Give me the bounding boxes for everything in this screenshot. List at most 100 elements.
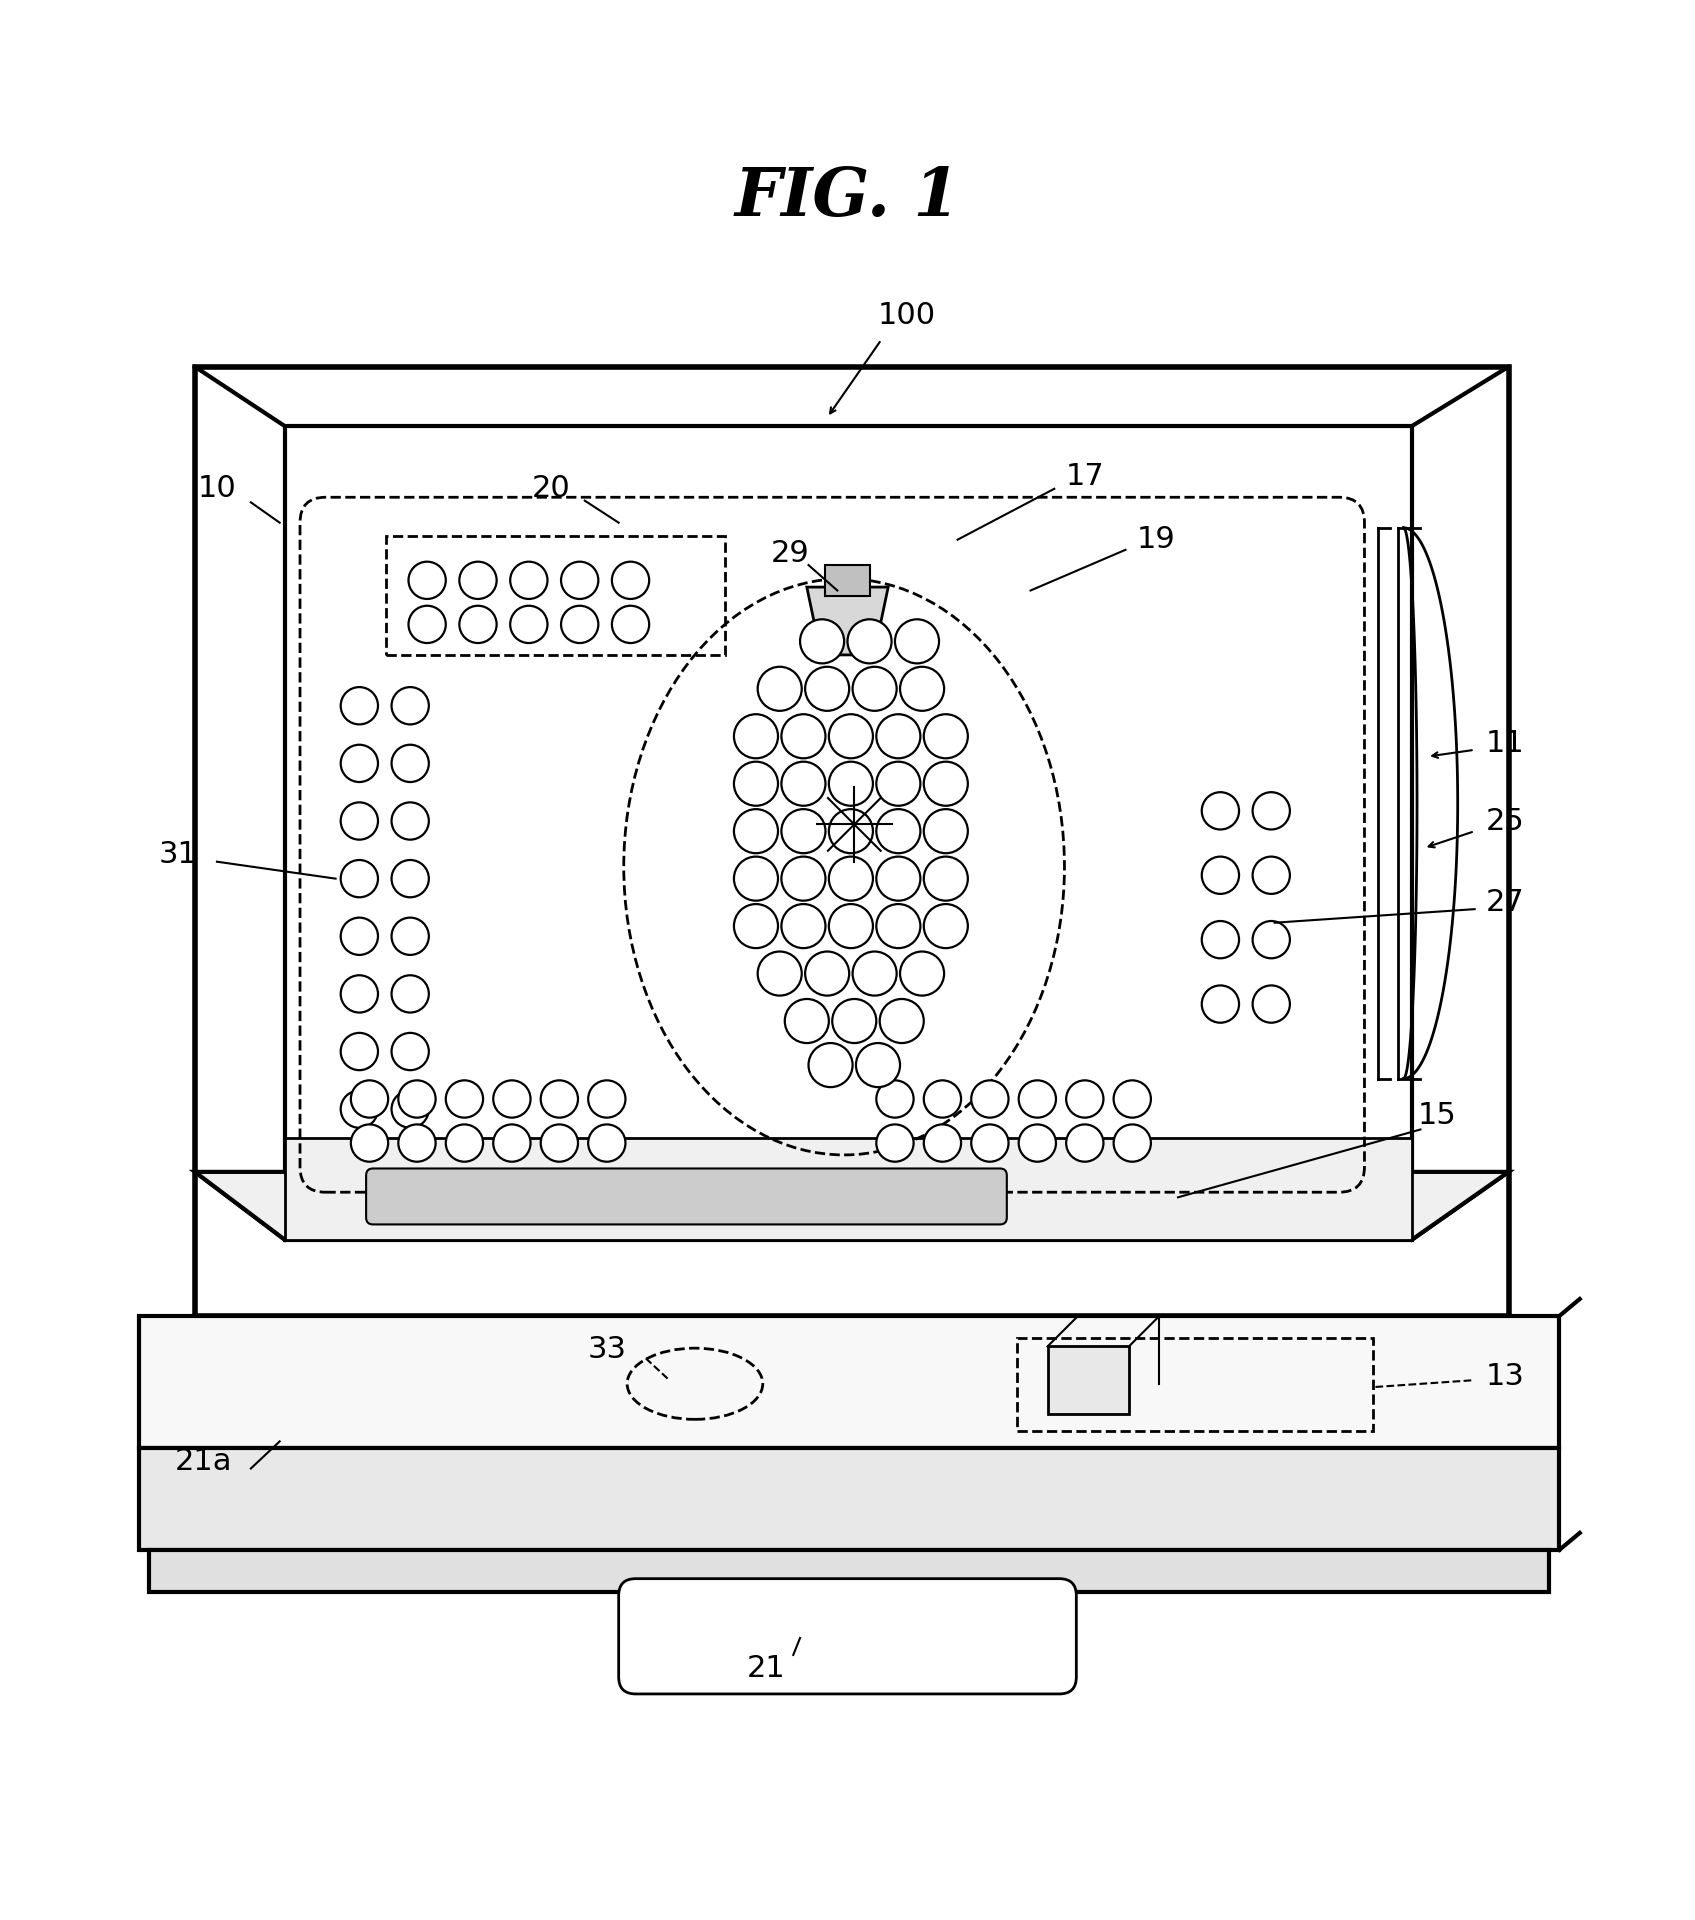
Bar [1017, 1338, 1373, 1430]
Circle shape [561, 605, 598, 643]
Circle shape [392, 918, 429, 954]
Circle shape [1202, 793, 1239, 829]
Circle shape [734, 904, 778, 948]
Text: 20: 20 [532, 474, 570, 503]
Circle shape [612, 605, 649, 643]
Circle shape [493, 1081, 531, 1117]
Circle shape [895, 620, 939, 664]
Circle shape [408, 605, 446, 643]
Text: FIG. 1: FIG. 1 [734, 165, 961, 230]
Circle shape [392, 687, 429, 724]
Circle shape [1114, 1125, 1151, 1162]
Circle shape [971, 1125, 1009, 1162]
FancyBboxPatch shape [366, 1169, 1007, 1225]
Circle shape [1253, 922, 1290, 958]
Circle shape [829, 856, 873, 900]
Circle shape [612, 563, 649, 599]
Circle shape [758, 666, 802, 710]
Circle shape [876, 1081, 914, 1117]
Circle shape [781, 808, 825, 852]
Circle shape [1253, 793, 1290, 829]
Circle shape [561, 563, 598, 599]
Circle shape [1202, 856, 1239, 895]
Circle shape [392, 860, 429, 897]
Bar [139, 1448, 1559, 1549]
Text: 21: 21 [747, 1653, 785, 1684]
Circle shape [398, 1125, 436, 1162]
Circle shape [829, 808, 873, 852]
Circle shape [341, 745, 378, 781]
Circle shape [459, 563, 497, 599]
Circle shape [341, 1091, 378, 1127]
Bar [195, 367, 1509, 1315]
Circle shape [588, 1081, 625, 1117]
Bar [825, 564, 870, 595]
Circle shape [1202, 985, 1239, 1023]
Circle shape [800, 620, 844, 664]
Circle shape [876, 1125, 914, 1162]
Circle shape [446, 1125, 483, 1162]
Circle shape [541, 1125, 578, 1162]
Circle shape [971, 1081, 1009, 1117]
Circle shape [1253, 856, 1290, 895]
Circle shape [924, 1081, 961, 1117]
Circle shape [856, 1043, 900, 1087]
Bar [1048, 1346, 1129, 1415]
Circle shape [510, 563, 547, 599]
Circle shape [805, 666, 849, 710]
Circle shape [924, 904, 968, 948]
Circle shape [392, 1033, 429, 1069]
Circle shape [876, 856, 920, 900]
Circle shape [848, 620, 892, 664]
Text: 19: 19 [1137, 526, 1175, 555]
Circle shape [734, 714, 778, 758]
Circle shape [493, 1125, 531, 1162]
Circle shape [829, 904, 873, 948]
Circle shape [510, 605, 547, 643]
Bar [285, 1139, 1412, 1240]
Circle shape [924, 1125, 961, 1162]
Circle shape [392, 975, 429, 1012]
Circle shape [734, 856, 778, 900]
Circle shape [446, 1081, 483, 1117]
Circle shape [781, 714, 825, 758]
Polygon shape [195, 1171, 1509, 1240]
Circle shape [398, 1081, 436, 1117]
Circle shape [1019, 1081, 1056, 1117]
Circle shape [1066, 1125, 1103, 1162]
Circle shape [1114, 1081, 1151, 1117]
Bar [285, 426, 1412, 1240]
Circle shape [392, 1091, 429, 1127]
Circle shape [880, 998, 924, 1043]
Circle shape [924, 856, 968, 900]
Text: 100: 100 [878, 301, 936, 330]
Circle shape [1253, 985, 1290, 1023]
Text: 27: 27 [1487, 887, 1524, 918]
Circle shape [876, 762, 920, 806]
Circle shape [832, 998, 876, 1043]
Circle shape [392, 745, 429, 781]
Circle shape [805, 952, 849, 996]
Circle shape [809, 1043, 853, 1087]
Bar [139, 1315, 1559, 1448]
Circle shape [351, 1125, 388, 1162]
Circle shape [459, 605, 497, 643]
Circle shape [1066, 1081, 1103, 1117]
Circle shape [781, 904, 825, 948]
Circle shape [351, 1081, 388, 1117]
Text: 15: 15 [1419, 1102, 1456, 1131]
Circle shape [341, 860, 378, 897]
Text: 17: 17 [1066, 463, 1103, 492]
Circle shape [900, 666, 944, 710]
Circle shape [924, 714, 968, 758]
Circle shape [876, 904, 920, 948]
Circle shape [734, 808, 778, 852]
Circle shape [876, 714, 920, 758]
Circle shape [829, 714, 873, 758]
Text: 25: 25 [1487, 806, 1524, 835]
Circle shape [829, 762, 873, 806]
Circle shape [1202, 922, 1239, 958]
Circle shape [341, 1033, 378, 1069]
Circle shape [341, 687, 378, 724]
Circle shape [781, 762, 825, 806]
